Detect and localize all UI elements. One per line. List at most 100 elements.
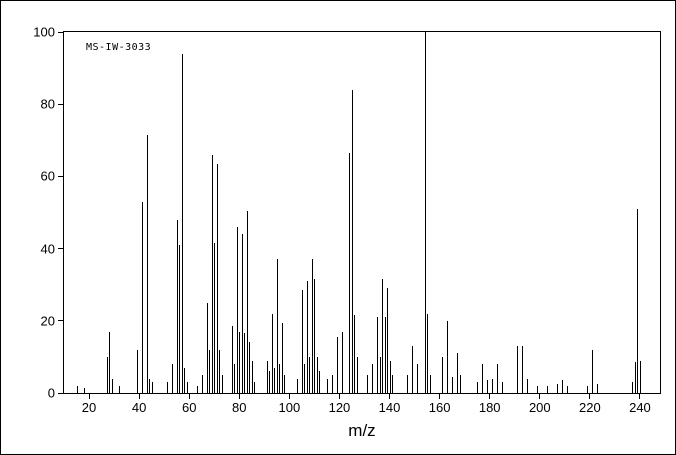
peak [266,360,268,393]
peak [211,154,213,393]
peak [487,380,489,393]
x-tick-mark [188,393,190,399]
peak [246,210,248,393]
peak [241,234,243,393]
x-tick-label: 120 [328,400,351,415]
peak [457,353,459,393]
peak [412,346,414,393]
peak [84,387,86,393]
peak [354,315,356,393]
peak [639,360,641,393]
y-tick-label: 80 [40,96,55,112]
x-axis-label: m/z [348,421,376,440]
peak [281,322,283,393]
peak [236,226,238,393]
peak [417,364,419,393]
peak [447,320,449,393]
x-tick-label: 220 [579,400,601,415]
peak [274,367,276,393]
x-tick-label: 240 [629,400,651,415]
peak [351,89,353,393]
peak [382,279,384,393]
peak [304,364,306,393]
x-tick-label: 140 [378,400,401,415]
y-tick-label: 100 [33,24,55,40]
peak [547,385,549,393]
peak [306,281,308,393]
y-tick-mark [58,103,64,105]
peak [367,374,368,393]
peak [597,383,599,393]
peak [377,317,379,393]
peak [567,385,569,393]
peak [319,371,321,393]
peak [146,134,148,393]
y-tick-label: 20 [40,313,55,329]
peak [214,243,216,393]
peak [452,376,454,393]
peak [341,331,343,393]
peak [149,378,151,393]
peak [171,364,173,393]
peak [459,374,461,393]
peak [76,385,78,393]
x-tick-label: 60 [181,400,197,415]
x-tick-label: 160 [428,400,451,415]
peak [196,385,198,393]
y-tick-mark [58,392,64,394]
peak [379,356,381,393]
peak [109,331,111,393]
peak [427,313,429,393]
peak [244,333,246,393]
x-tick-mark [288,393,290,399]
peaks-container [64,32,660,393]
x-tick-mark [439,393,441,399]
peak [634,362,636,393]
peak [201,374,203,393]
peak [181,53,183,393]
peak [637,208,639,393]
peak [176,219,178,393]
y-tick-mark [58,320,64,322]
peak [314,279,316,393]
x-tick-mark [138,393,140,399]
peak [279,364,281,393]
peak [284,374,286,393]
peak [522,346,524,393]
x-tick-label: 40 [131,400,147,415]
peak [309,356,311,393]
x-tick-mark [238,393,240,399]
x-tick-mark [539,393,541,399]
peak [249,342,251,393]
peak [239,331,241,393]
peak [276,259,278,393]
peak [384,317,386,393]
peak [231,326,233,393]
peak [179,245,181,393]
peak [316,356,318,393]
plot-area: MS-IW-3033 20 40 60 80 100 120 140 160 180 200 220… [33,26,661,414]
x-tick-mark [338,393,340,399]
peak [269,371,271,393]
peak [632,382,634,393]
x-tick-label: 20 [81,400,97,415]
peak [527,378,529,393]
y-tick-mark [58,248,64,250]
peak [301,290,303,393]
peak [111,378,113,393]
peak [442,356,444,393]
peak [477,382,479,393]
x-tick-label: 80 [232,400,247,415]
peak [517,346,519,393]
peak [592,349,594,393]
peak [424,32,426,393]
x-tick-mark [489,393,491,399]
peak [387,288,389,393]
peak [166,382,168,393]
peak [119,385,121,393]
y-tick-label: 60 [40,168,55,184]
y-tick-mark [58,31,64,33]
peak [429,374,431,393]
peak [216,163,218,393]
